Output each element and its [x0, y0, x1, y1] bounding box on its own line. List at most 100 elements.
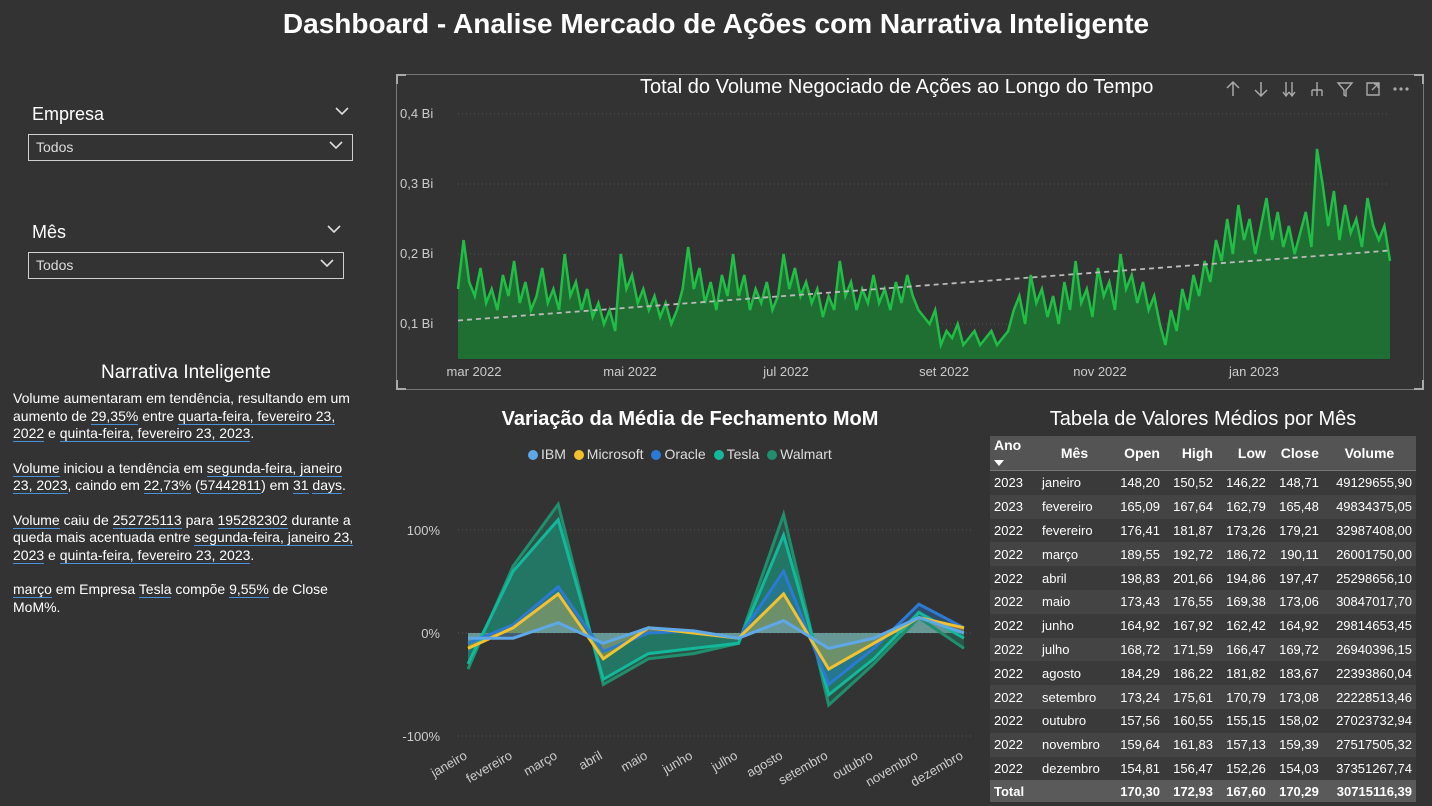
- filter-icon[interactable]: [1336, 80, 1354, 98]
- cell-ano: 2022: [994, 594, 1023, 610]
- total-cell: 170,29: [1269, 780, 1323, 803]
- column-header-volume[interactable]: Volume: [1322, 436, 1416, 471]
- table-row[interactable]: 2022 agosto 184,29 186,22 181,82 183,67 223938…: [990, 661, 1416, 686]
- narrative-value: quinta-feira, fevereiro 23, 2023: [59, 425, 251, 442]
- table-row[interactable]: 2022 abril 198,83 201,66 194,86 197,47 2529865…: [990, 566, 1416, 590]
- cell-mes: junho: [1042, 618, 1074, 634]
- column-header-high[interactable]: High: [1163, 436, 1217, 471]
- narrative-text: para: [181, 511, 218, 528]
- cell-mes: dezembro: [1042, 760, 1100, 776]
- volume-chart-frame[interactable]: [396, 74, 1424, 390]
- legend-item-walmart[interactable]: Walmart: [767, 446, 832, 462]
- cell-ano: 2022: [994, 546, 1023, 562]
- y-tick-label: 0,3 Bi: [400, 176, 433, 191]
- cell-ano: 2022: [994, 618, 1023, 634]
- legend-label: Tesla: [726, 446, 760, 462]
- cell-ano: 2022: [994, 522, 1023, 538]
- mom-chart-title: Variação da Média de Fechamento MoM: [501, 408, 879, 430]
- series-line-tesla: [466, 516, 965, 698]
- series-area-ibm: [468, 617, 964, 649]
- x-tick-label: março: [521, 748, 560, 779]
- resize-handle[interactable]: [396, 380, 406, 390]
- cell-value: 37351267,74: [1336, 760, 1412, 776]
- more-options-icon[interactable]: [1392, 80, 1410, 98]
- empresa-dropdown[interactable]: Todos: [28, 134, 353, 161]
- table-row[interactable]: 2022 julho 168,72 171,59 166,47 169,72 2694039…: [990, 637, 1416, 662]
- legend-item-tesla[interactable]: Tesla: [713, 446, 760, 462]
- volume-chart-title: Total do Volume Negociado de Ações ao Lo…: [640, 76, 1154, 98]
- narrative-value: segunda-feira, janeiro 23, 2023: [13, 459, 343, 494]
- cell-value: 170,79: [1226, 689, 1266, 705]
- double-arrow-down-icon[interactable]: [1280, 80, 1298, 98]
- narrative-value: 22,73%: [143, 477, 192, 494]
- volume-area-chart[interactable]: 0,1 Bi 0,2 Bi 0,3 Bi 0,4 Bi mar 2022 mai 2022…: [396, 100, 1424, 390]
- column-header-open[interactable]: Open: [1110, 436, 1164, 471]
- sort-descending-icon: [994, 460, 1004, 466]
- cell-mes: fevereiro: [1042, 522, 1093, 538]
- table-row[interactable]: 2023 fevereiro 165,09 167,64 162,79 165,48 498…: [990, 494, 1416, 519]
- trend-line: [457, 249, 1391, 322]
- column-header-ano[interactable]: Ano: [990, 436, 1038, 471]
- cell-value: 190,11: [1280, 546, 1319, 562]
- resize-handle[interactable]: [1414, 74, 1424, 84]
- cell-value: 175,61: [1173, 689, 1213, 705]
- table-row[interactable]: 2022 outubro 157,56 160,55 155,15 158,02 27023…: [990, 708, 1416, 733]
- total-label: Total: [990, 780, 1038, 803]
- legend-marker: [713, 450, 724, 460]
- table-row[interactable]: 2022 março 189,55 192,72 186,72 190,11 2600175…: [990, 542, 1416, 567]
- cell-value: 162,79: [1226, 499, 1266, 515]
- table-row[interactable]: 2022 junho 164,92 167,92 162,42 164,92 2981465…: [990, 613, 1416, 638]
- x-tick-label: julho: [708, 748, 740, 775]
- narrative-value: Volume: [13, 459, 60, 477]
- legend-item-microsoft[interactable]: Microsoft: [573, 446, 644, 462]
- narrative-value: 252725113: [112, 511, 182, 529]
- table-row[interactable]: 2022 dezembro 154,81 156,47 152,26 154,03 3735…: [990, 756, 1416, 781]
- collapse-empresa-icon[interactable]: [334, 104, 350, 122]
- cell-value: 155,15: [1226, 713, 1266, 729]
- narrative-text: entre: [138, 407, 179, 424]
- cell-value: 32987408,00: [1336, 522, 1412, 538]
- narrative-paragraph: Volume caiu de 252725113 para 195282302 …: [13, 511, 363, 565]
- collapse-mes-icon[interactable]: [326, 222, 342, 240]
- narrative-value: Volume: [13, 511, 60, 529]
- table-row[interactable]: 2022 fevereiro 176,41 181,87 173,26 179,21 329…: [990, 518, 1416, 543]
- narrative-value: 195282302: [217, 511, 288, 529]
- arrow-down-icon[interactable]: [1252, 80, 1270, 98]
- arrow-up-icon[interactable]: [1224, 80, 1242, 98]
- cell-value: 169,38: [1226, 594, 1266, 610]
- column-header-mes[interactable]: Mês: [1038, 436, 1111, 471]
- cell-value: 162,42: [1226, 618, 1266, 634]
- narrative-value: 9,55%: [229, 581, 269, 598]
- focus-mode-icon[interactable]: [1364, 80, 1382, 98]
- narrative-text: caiu de: [59, 511, 113, 528]
- table-row[interactable]: 2023 janeiro 148,20 150,52 146,22 148,71 49129…: [990, 470, 1416, 495]
- narrative-text: e: [44, 546, 60, 563]
- x-tick-label: maio: [618, 748, 650, 775]
- mes-dropdown[interactable]: Todos: [28, 252, 344, 279]
- narrative-value: 31: [292, 477, 309, 494]
- resize-handle[interactable]: [396, 74, 406, 84]
- legend-item-ibm[interactable]: IBM: [528, 446, 566, 462]
- legend-item-oracle[interactable]: Oracle: [651, 446, 706, 462]
- expand-hierarchy-icon[interactable]: [1308, 80, 1326, 98]
- cell-value: 156,47: [1173, 760, 1213, 776]
- slicer-empresa-label: Empresa: [32, 104, 105, 124]
- resize-handle[interactable]: [1414, 380, 1424, 390]
- cell-value: 160,55: [1173, 713, 1213, 729]
- cell-mes: setembro: [1042, 689, 1097, 705]
- chevron-down-icon: [328, 138, 344, 155]
- table-row[interactable]: 2022 novembro 159,64 161,83 157,13 159,39 2751…: [990, 732, 1416, 757]
- cell-value: 166,47: [1226, 641, 1266, 657]
- total-cell: 172,93: [1163, 780, 1217, 803]
- narrative-text: .: [342, 477, 346, 493]
- x-tick-label: setembro: [776, 748, 830, 788]
- mes-dropdown-value: Todos: [36, 257, 74, 273]
- column-header-close[interactable]: Close: [1269, 436, 1323, 471]
- smart-narrative: Volume aumentaram em tendência, resultan…: [13, 390, 363, 633]
- table-row[interactable]: 2022 maio 173,43 176,55 169,38 173,06 30847017…: [990, 589, 1416, 614]
- table-row[interactable]: 2022 setembro 173,24 175,61 170,79 173,08 2222…: [990, 685, 1416, 709]
- cell-value: 194,86: [1226, 570, 1266, 586]
- cell-value: 154,03: [1279, 760, 1319, 776]
- column-header-low[interactable]: Low: [1216, 436, 1270, 471]
